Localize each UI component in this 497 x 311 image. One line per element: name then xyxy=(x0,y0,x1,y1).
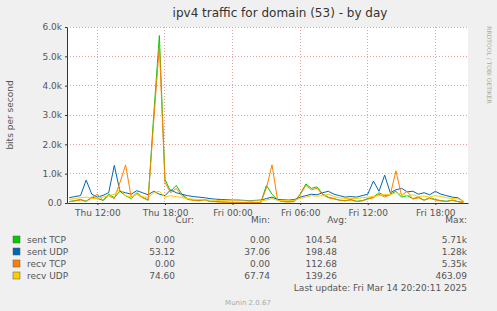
x-tick: Fri 12:00 xyxy=(348,203,388,218)
y-tick: 2.0k xyxy=(42,140,67,150)
legend-stat: 0.00 xyxy=(250,259,270,269)
series-line xyxy=(69,46,463,203)
side-text: RRDTOOL / TOBI OETIKER xyxy=(486,26,493,103)
grid-line-y xyxy=(67,27,468,28)
grid-line-y xyxy=(67,144,468,145)
legend-stat: 0.00 xyxy=(155,259,175,269)
x-tick-label: Thu 12:00 xyxy=(74,208,121,218)
legend-stat: 5.71k xyxy=(442,235,468,245)
y-tick-mark xyxy=(65,56,67,57)
y-tick-label: 6.0k xyxy=(42,22,62,32)
legend-header: Avg: xyxy=(327,215,347,225)
legend-stat: 112.68 xyxy=(306,259,338,269)
legend-stat: 67.74 xyxy=(244,271,270,281)
series-group xyxy=(69,36,463,203)
grid-line-x xyxy=(435,27,436,203)
plot-area xyxy=(67,27,468,203)
legend-stat: 5.35k xyxy=(442,259,468,269)
x-tick: Fri 00:00 xyxy=(213,203,253,218)
legend-stat: 0.00 xyxy=(250,235,270,245)
x-tick-mark xyxy=(300,203,301,205)
legend-stat: 104.54 xyxy=(306,235,338,245)
y-tick-label: 3.0k xyxy=(42,110,62,120)
grid-line-x xyxy=(97,27,98,203)
legend-header: Cur: xyxy=(175,215,194,225)
x-tick-label: Fri 12:00 xyxy=(348,208,388,218)
grid-line-y xyxy=(67,56,468,57)
x-tick-mark xyxy=(233,203,234,205)
x-tick-mark xyxy=(165,203,166,205)
background xyxy=(0,0,497,311)
legend-stat: 1.28k xyxy=(442,247,468,257)
grid xyxy=(67,27,468,203)
series-line xyxy=(69,189,463,201)
grid-line-x xyxy=(300,27,301,203)
legend-header: Min: xyxy=(251,215,270,225)
grid-line-x xyxy=(232,27,233,203)
title: ipv4 traffic for domain (53) - by day xyxy=(173,6,388,20)
chart: Thu 12:00Thu 18:00Fri 00:00Fri 06:00Fri … xyxy=(0,0,497,311)
x-tick-label: Fri 00:00 xyxy=(213,208,253,218)
legend-stat: 0.00 xyxy=(155,235,175,245)
legend-swatch xyxy=(13,260,20,267)
y-tick: 6.0k xyxy=(42,22,67,32)
legend-swatch xyxy=(13,272,20,279)
legend-swatch xyxy=(13,248,20,255)
last-update: Last update: Fri Mar 14 20:20:11 2025 xyxy=(294,283,467,293)
x-tick-mark xyxy=(97,203,98,205)
legend-label: sent UDP xyxy=(27,247,69,257)
y-tick-mark xyxy=(65,27,67,28)
legend-stat: 37.06 xyxy=(244,247,270,257)
x-axis-line xyxy=(68,203,469,204)
x-tick-mark xyxy=(368,203,369,205)
legend-stat: 53.12 xyxy=(149,247,175,257)
y-tick-mark xyxy=(65,115,67,116)
grid-line-y xyxy=(67,85,468,86)
y-tick-label: 1.0k xyxy=(42,169,62,179)
x-tick: Fri 06:00 xyxy=(281,203,321,218)
y-tick: 5.0k xyxy=(42,52,67,62)
x-tick-mark xyxy=(435,203,436,205)
y-axis: 0.0 1.0k 2.0k 3.0k 4.0k 5.0k 6.0k xyxy=(42,22,67,208)
grid-line-y xyxy=(67,115,468,116)
legend-label: sent TCP xyxy=(27,235,67,245)
legend: Cur: Min: Avg: Max: sent TCP 0.00 0.00 104.54 5.… xyxy=(13,215,468,281)
legend-swatch xyxy=(13,236,20,243)
generator: Munin 2.0.67 xyxy=(225,299,271,307)
x-tick: Thu 12:00 xyxy=(74,203,121,218)
grid-line-x xyxy=(367,27,368,203)
legend-stat: 198.48 xyxy=(306,247,338,257)
grid-line-y xyxy=(67,203,468,204)
legend-stat: 74.60 xyxy=(149,271,175,281)
y-tick-mark xyxy=(65,174,67,175)
legend-label: recv UDP xyxy=(27,271,69,281)
y-tick-mark xyxy=(65,144,67,145)
y-tick: 4.0k xyxy=(42,81,67,91)
series-line xyxy=(69,36,463,203)
legend-stat: 463.09 xyxy=(436,271,468,281)
y-tick-label: 2.0k xyxy=(42,140,62,150)
y-tick-label: 4.0k xyxy=(42,81,62,91)
y-tick-mark xyxy=(65,86,67,87)
y-tick: 3.0k xyxy=(42,110,67,120)
y-axis-title: bits per second xyxy=(5,80,15,149)
legend-stat: 139.26 xyxy=(306,271,338,281)
y-tick: 0.0 xyxy=(48,198,67,208)
y-tick-mark xyxy=(65,203,67,204)
x-tick-label: Fri 06:00 xyxy=(281,208,321,218)
y-tick-label: 5.0k xyxy=(42,52,62,62)
legend-header: Max: xyxy=(445,215,467,225)
y-tick-label: 0.0 xyxy=(48,198,63,208)
y-tick: 1.0k xyxy=(42,169,67,179)
legend-label: recv TCP xyxy=(27,259,66,269)
y-axis-line xyxy=(67,28,68,204)
